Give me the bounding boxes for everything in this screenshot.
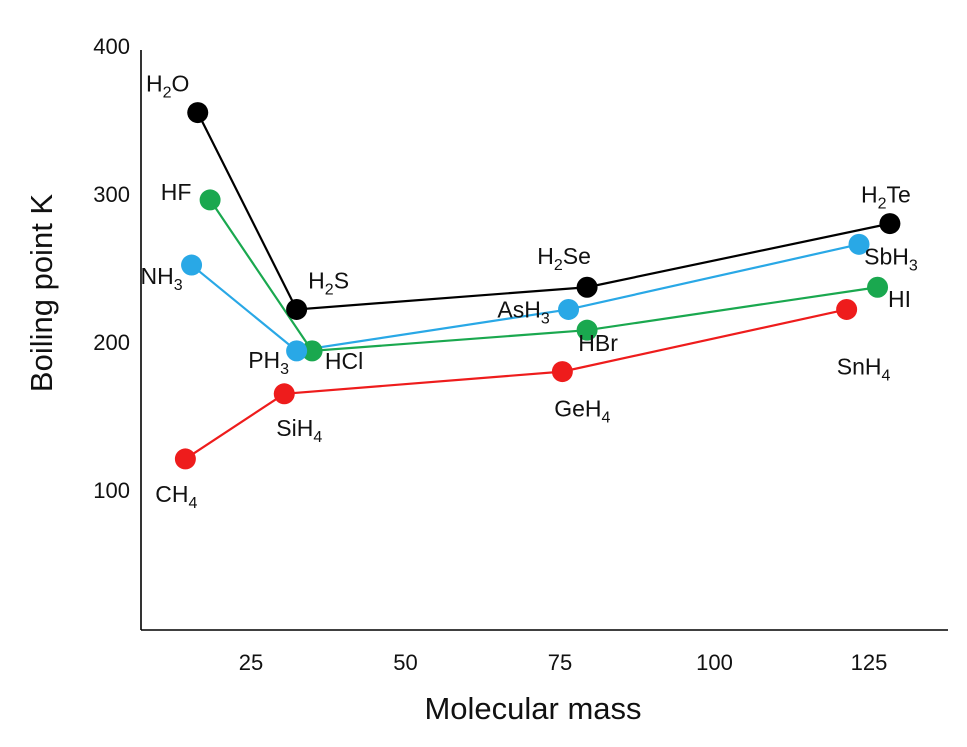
point-label-base: HI [888,286,911,312]
series-line [209,199,878,353]
point-label-base: GeH [554,396,601,422]
point-label-subscript: 2 [878,196,887,213]
point-label-base: NH [140,263,173,289]
point-label-subscript: 4 [189,495,198,512]
point-label-base: H [861,182,878,208]
axes [140,50,948,631]
point-label-base: HF [161,179,192,205]
point-label: HBr [578,330,618,356]
point-label: AsH3 [497,296,549,327]
point-label-rest: S [334,267,349,293]
data-point [301,340,323,362]
point-label-base: SbH [864,243,909,269]
point-label-base: HCl [325,348,363,374]
x-tick-label: 125 [851,650,888,675]
tick-labels: 25 50 75 100 125 100 200 300 400 [93,34,887,675]
point-label-base: H [146,71,163,97]
data-point [879,213,901,235]
x-tick-label: 100 [696,650,733,675]
x-tick-label: 25 [239,650,263,675]
y-axis-title: Boiling point K [24,194,59,393]
point-label-rest: Se [563,243,591,269]
x-axis-title: Molecular mass [424,691,641,726]
point-label-subscript: 3 [541,310,550,327]
y-tick-label: 300 [93,182,130,207]
series-line [184,308,847,460]
point-label-rest: O [172,71,190,97]
point-label: H2O [146,71,189,102]
point-label: NH3 [140,263,182,294]
data-point [286,340,308,362]
point-label-base: HBr [578,330,618,356]
data-point [576,276,598,298]
y-tick-label: 200 [93,330,130,355]
point-label-base: SiH [276,415,313,441]
point-label: HI [888,286,911,312]
x-tick-label: 75 [548,650,572,675]
point-label: H2Se [537,243,591,274]
point-label-subscript: 4 [313,429,322,446]
data-point [836,298,858,320]
point-label-base: AsH [497,296,540,322]
series-lines [184,112,891,460]
data-point [558,298,580,320]
point-label-subscript: 3 [280,361,289,378]
point-label: SbH3 [864,243,918,274]
point-label-base: H [308,267,325,293]
point-label-base: H [537,243,554,269]
data-point [848,233,870,255]
point-label-subscript: 2 [325,281,334,298]
data-point [181,254,203,276]
series-points [174,102,901,470]
point-label-subscript: 4 [882,367,891,384]
point-label: GeH4 [554,396,610,427]
data-point [199,189,221,211]
data-point [286,298,308,320]
data-point [576,319,598,341]
series-line [190,243,860,353]
point-label: SiH4 [276,415,322,446]
point-label-subscript: 2 [554,257,563,274]
point-label-subscript: 4 [602,410,611,427]
data-point [174,448,196,470]
point-label: CH4 [155,481,197,512]
data-point [551,361,573,383]
point-label: HF [161,179,192,205]
point-label: HCl [325,348,363,374]
y-tick-label: 400 [93,34,130,59]
point-label-base: CH [155,481,188,507]
data-point [867,276,889,298]
point-label: PH3 [248,347,289,378]
data-point [273,383,295,405]
point-label-rest: Te [887,182,911,208]
point-labels: H2OH2SH2SeH2TeHFHClHBrHINH3PH3AsH3SbH3CH… [140,71,917,512]
point-label-base: PH [248,347,280,373]
point-label: SnH4 [837,353,891,384]
point-label-base: SnH [837,353,882,379]
point-label-subscript: 2 [163,85,172,102]
point-label: H2Te [861,182,911,213]
data-point [187,102,209,124]
point-label: H2S [308,267,349,298]
point-label-subscript: 3 [909,257,918,274]
point-label-subscript: 3 [174,277,183,294]
series-line [196,112,891,311]
x-tick-label: 50 [393,650,417,675]
y-tick-label: 100 [93,478,130,503]
